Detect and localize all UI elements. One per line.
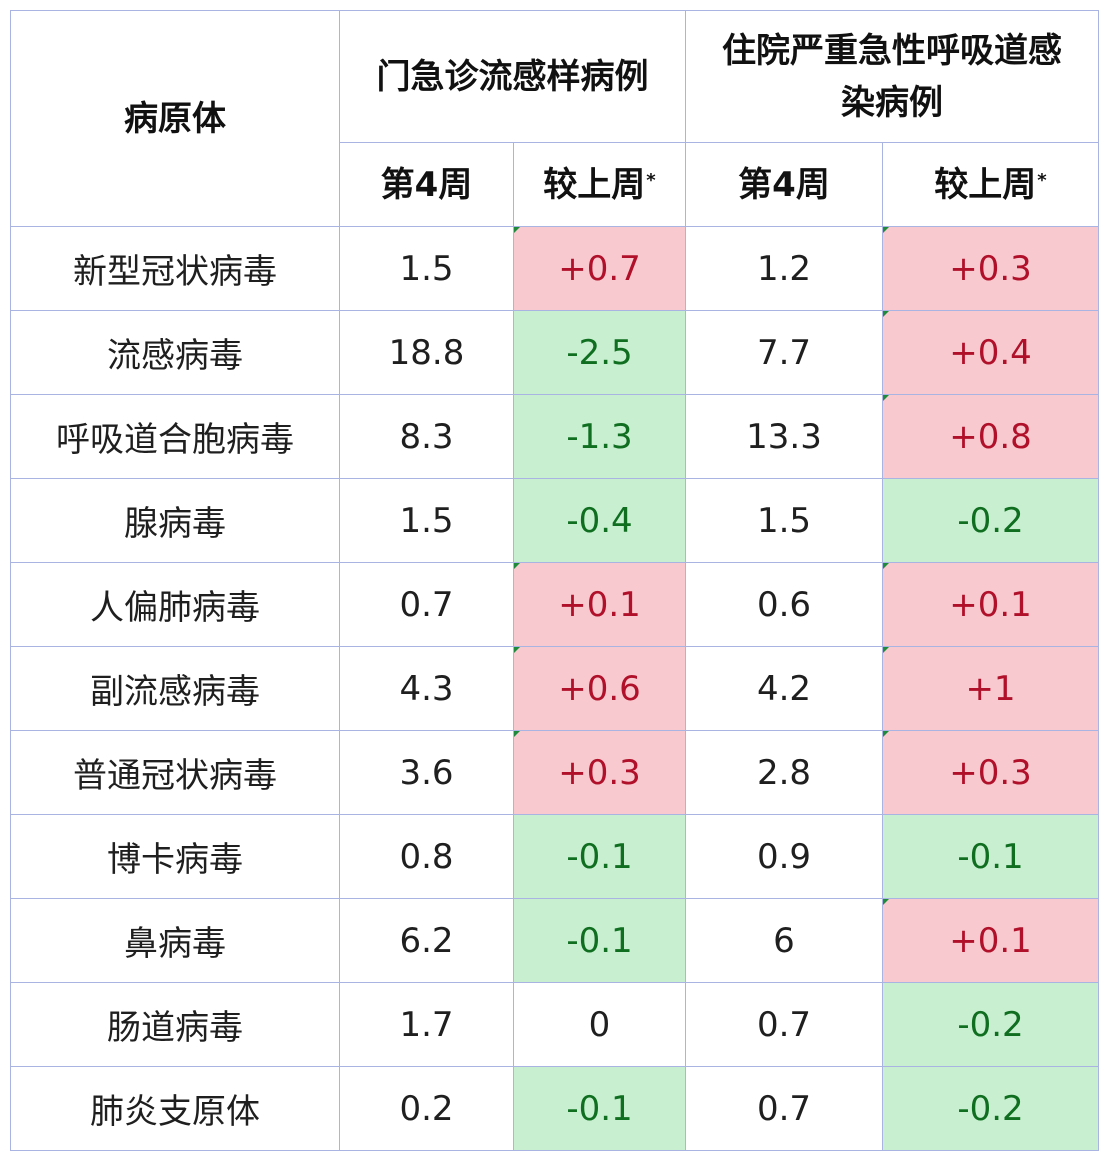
inpatient-week-value: 1.5 [685, 478, 883, 563]
pathogen-name-cell: 肠道病毒 [10, 982, 340, 1067]
outpatient-change-value: -0.1 [513, 814, 686, 899]
outpatient-week-value: 1.5 [339, 478, 514, 563]
inpatient-change-value: -0.2 [882, 1066, 1099, 1151]
outpatient-change-value: +0.1 [513, 562, 686, 647]
inpatient-week-value: 7.7 [685, 310, 883, 395]
inpatient-change-value: -0.2 [882, 478, 1099, 563]
header-row-groups: 病原体 门急诊流感样病例 住院严重急性呼吸道感染病例 [10, 10, 1099, 227]
pathogen-name-cell: 博卡病毒 [10, 814, 340, 899]
inpatient-change-value: +0.1 [882, 562, 1099, 647]
table-row: 副流感病毒 4.3 +0.6 4.2 +1 [10, 646, 1099, 731]
pathogen-name-cell: 流感病毒 [10, 310, 340, 395]
inpatient-change-value: +0.3 [882, 226, 1099, 311]
inpatient-change-value: -0.2 [882, 982, 1099, 1067]
inpatient-week-value: 0.9 [685, 814, 883, 899]
outpatient-week-value: 8.3 [339, 394, 514, 479]
pathogen-table: 病原体 门急诊流感样病例 住院严重急性呼吸道感染病例 第4周 较上周* 第4周 … [10, 10, 1099, 1151]
table-row: 人偏肺病毒 0.7 +0.1 0.6 +0.1 [10, 562, 1099, 647]
outpatient-week-value: 0.2 [339, 1066, 514, 1151]
table-row: 博卡病毒 0.8 -0.1 0.9 -0.1 [10, 814, 1099, 899]
outpatient-week-value: 0.8 [339, 814, 514, 899]
outpatient-week-value: 1.7 [339, 982, 514, 1067]
inpatient-week-value: 6 [685, 898, 883, 983]
table-row: 肠道病毒 1.7 0 0.7 -0.2 [10, 982, 1099, 1067]
pathogen-name-cell: 新型冠状病毒 [10, 226, 340, 311]
inpatient-change-value: +1 [882, 646, 1099, 731]
inpatient-group-label: 住院严重急性呼吸道感染病例 [722, 30, 1062, 123]
table-row: 肺炎支原体 0.2 -0.1 0.7 -0.2 [10, 1066, 1099, 1151]
outpatient-change-value: +0.6 [513, 646, 686, 731]
inpatient-change-value: +0.1 [882, 898, 1099, 983]
outpatient-footnote-mark: * [646, 169, 656, 191]
inpatient-week-value: 0.7 [685, 982, 883, 1067]
outpatient-change-header: 较上周* [513, 142, 686, 227]
table-row: 腺病毒 1.5 -0.4 1.5 -0.2 [10, 478, 1099, 563]
outpatient-change-value: 0 [513, 982, 686, 1067]
inpatient-change-value: -0.1 [882, 814, 1099, 899]
outpatient-change-value: -0.1 [513, 1066, 686, 1151]
table-row: 鼻病毒 6.2 -0.1 6 +0.1 [10, 898, 1099, 983]
outpatient-change-value: +0.3 [513, 730, 686, 815]
outpatient-week-value: 6.2 [339, 898, 514, 983]
inpatient-week-value: 2.8 [685, 730, 883, 815]
outpatient-change-value: -2.5 [513, 310, 686, 395]
outpatient-change-label: 较上周 [543, 164, 646, 205]
inpatient-week-value: 0.6 [685, 562, 883, 647]
outpatient-week-value: 0.7 [339, 562, 514, 647]
table-row: 普通冠状病毒 3.6 +0.3 2.8 +0.3 [10, 730, 1099, 815]
outpatient-change-value: +0.7 [513, 226, 686, 311]
outpatient-week-header: 第4周 [339, 142, 514, 227]
outpatient-week-value: 4.3 [339, 646, 514, 731]
inpatient-change-value: +0.4 [882, 310, 1099, 395]
outpatient-week-value: 18.8 [339, 310, 514, 395]
inpatient-group-header: 住院严重急性呼吸道感染病例 [685, 10, 1099, 143]
inpatient-change-header: 较上周* [882, 142, 1099, 227]
pathogen-name-cell: 人偏肺病毒 [10, 562, 340, 647]
pathogen-name-cell: 肺炎支原体 [10, 1066, 340, 1151]
outpatient-week-value: 1.5 [339, 226, 514, 311]
inpatient-change-value: +0.3 [882, 730, 1099, 815]
inpatient-change-value: +0.8 [882, 394, 1099, 479]
inpatient-week-value: 13.3 [685, 394, 883, 479]
inpatient-week-value: 4.2 [685, 646, 883, 731]
header-row-subcolumns: 第4周 较上周* 第4周 较上周* [11, 142, 1099, 227]
table-row: 呼吸道合胞病毒 8.3 -1.3 13.3 +0.8 [10, 394, 1099, 479]
inpatient-footnote-mark: * [1037, 169, 1047, 191]
pathogen-name-cell: 普通冠状病毒 [10, 730, 340, 815]
inpatient-change-label: 较上周 [934, 164, 1037, 205]
inpatient-week-value: 1.2 [685, 226, 883, 311]
inpatient-week-value: 0.7 [685, 1066, 883, 1151]
table-body: 新型冠状病毒 1.5 +0.7 1.2 +0.3 流感病毒 18.8 -2.5 7.7 +0.4 呼… [10, 226, 1099, 1151]
pathogen-name-cell: 呼吸道合胞病毒 [10, 394, 340, 479]
outpatient-change-value: -0.1 [513, 898, 686, 983]
table-row: 流感病毒 18.8 -2.5 7.7 +0.4 [10, 310, 1099, 395]
pathogen-name-cell: 腺病毒 [10, 478, 340, 563]
outpatient-change-value: -0.4 [513, 478, 686, 563]
table-row: 新型冠状病毒 1.5 +0.7 1.2 +0.3 [10, 226, 1099, 311]
outpatient-group-header: 门急诊流感样病例 [339, 10, 686, 143]
inpatient-week-header: 第4周 [685, 142, 883, 227]
outpatient-week-value: 3.6 [339, 730, 514, 815]
outpatient-change-value: -1.3 [513, 394, 686, 479]
pathogen-column-header: 病原体 [10, 10, 340, 227]
pathogen-name-cell: 副流感病毒 [10, 646, 340, 731]
pathogen-name-cell: 鼻病毒 [10, 898, 340, 983]
